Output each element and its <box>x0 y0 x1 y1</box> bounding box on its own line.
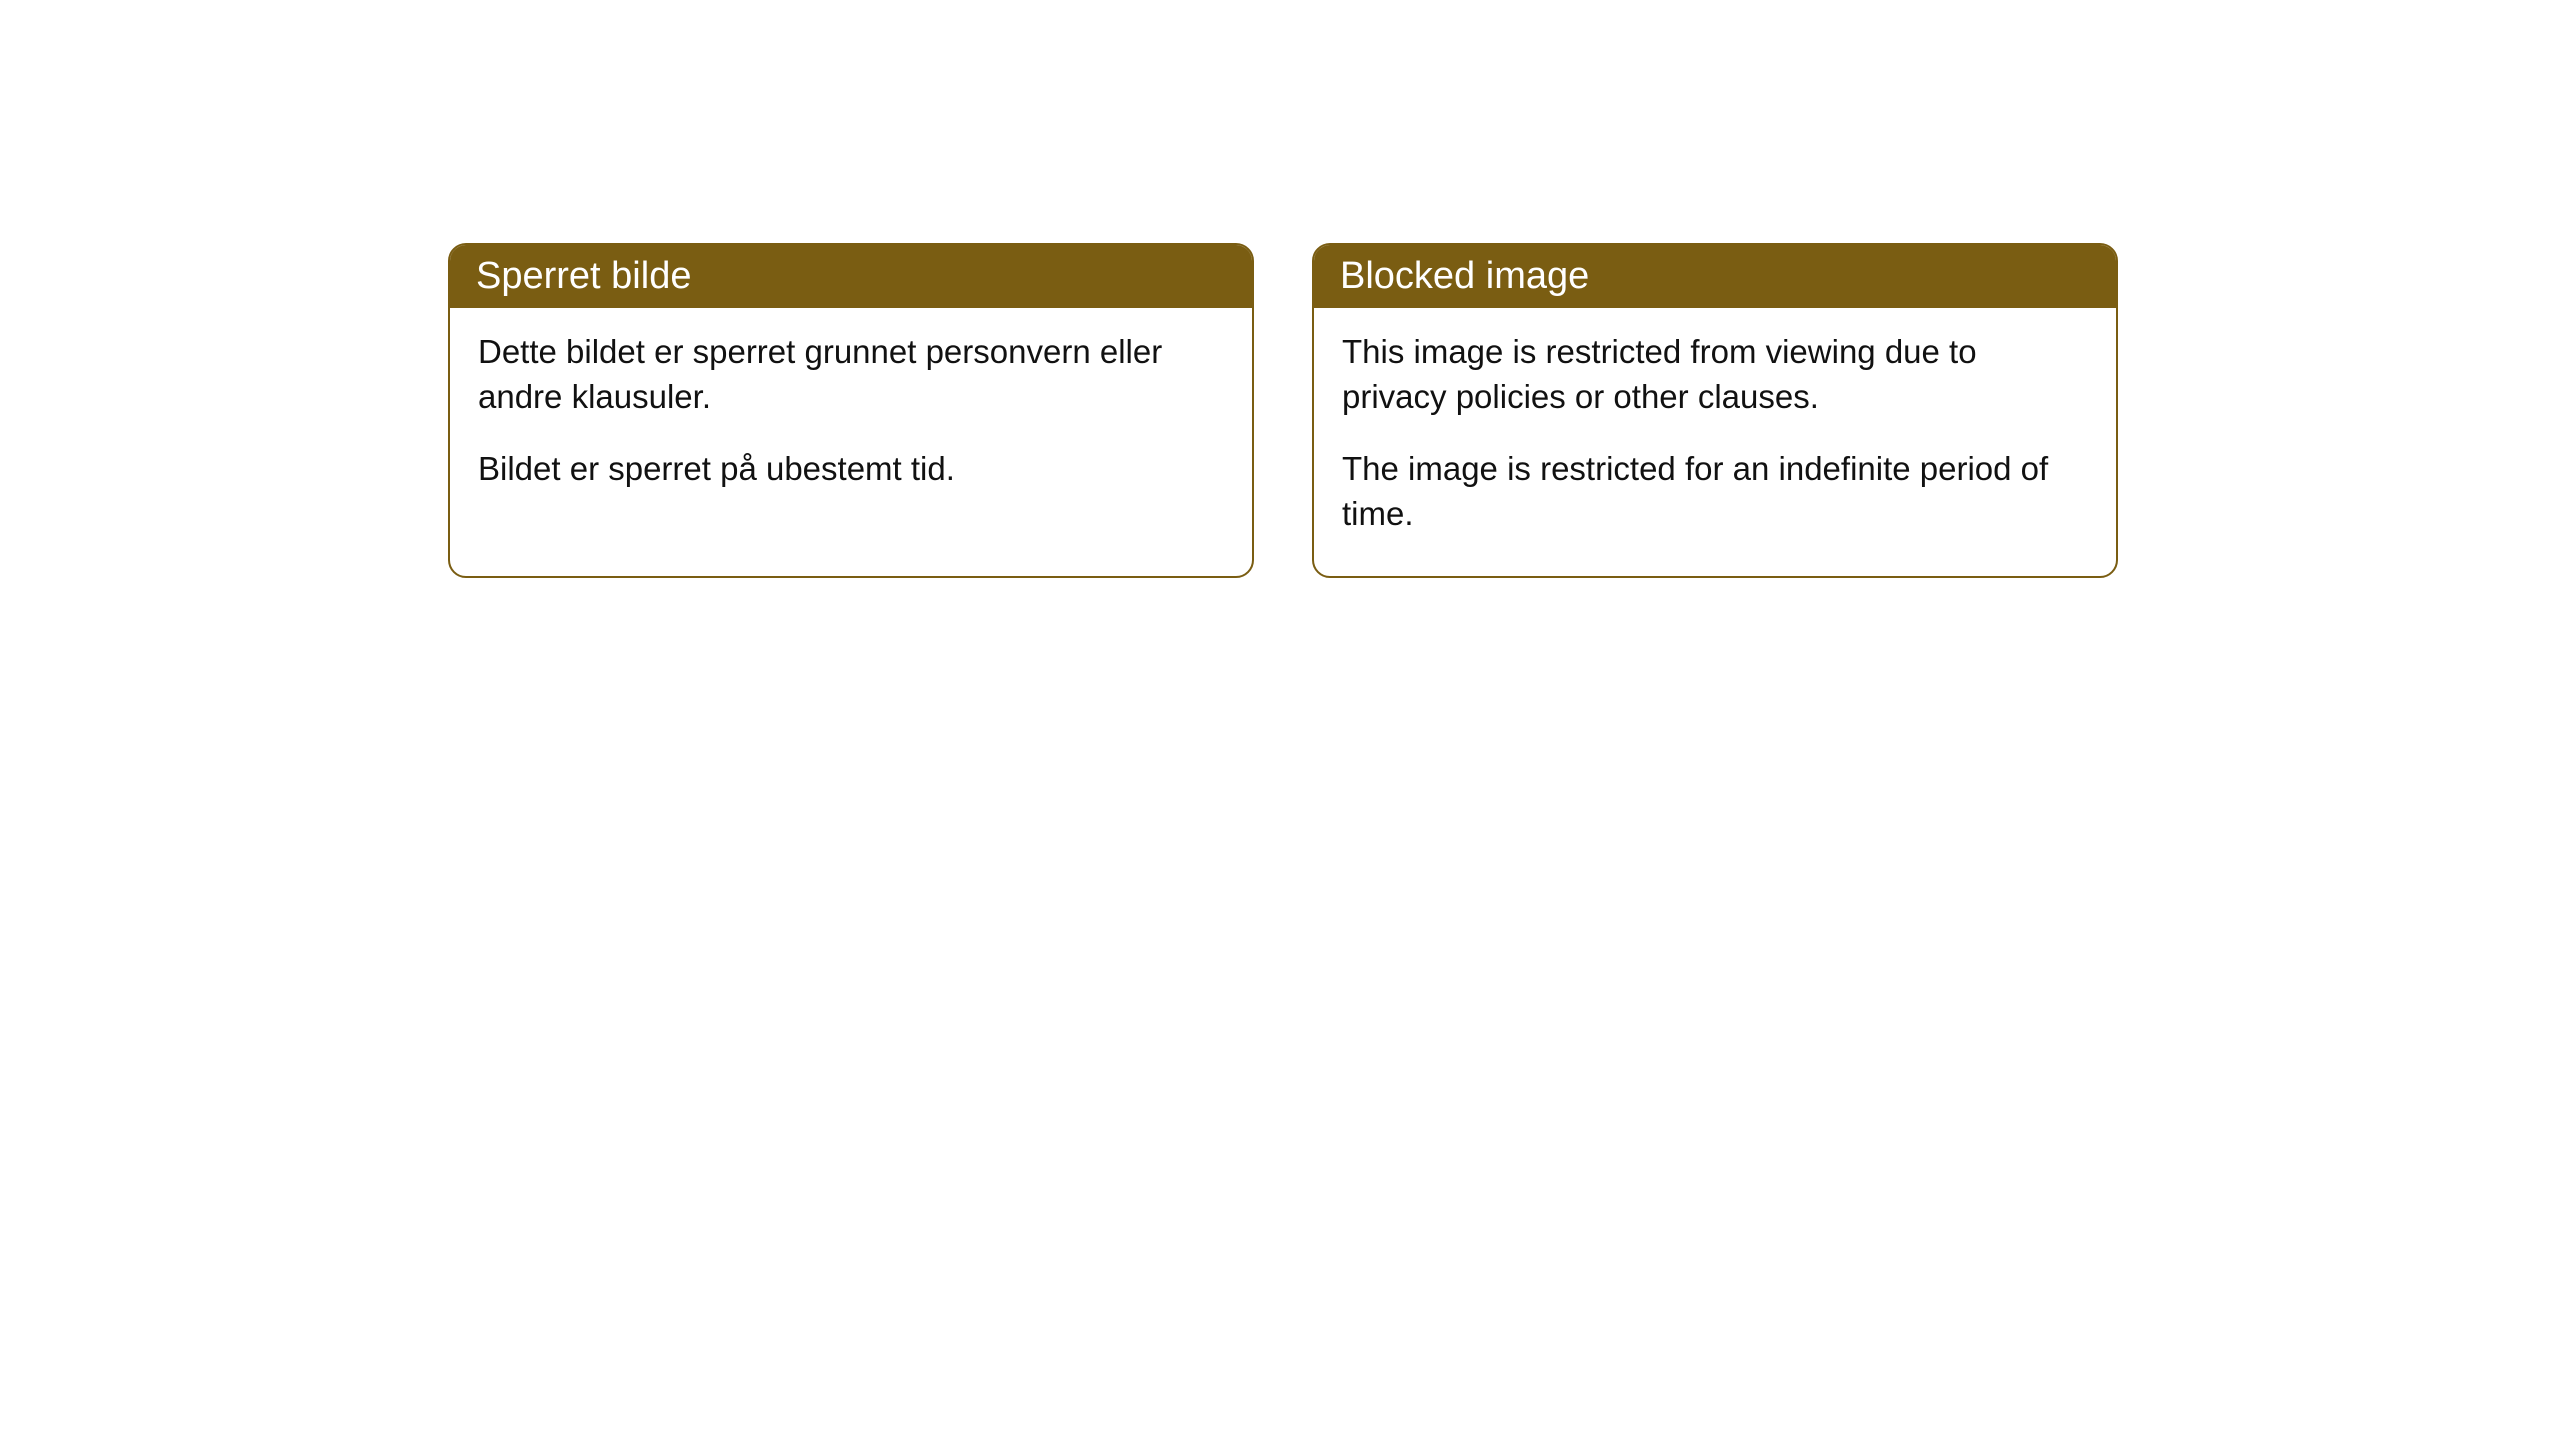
card-title: Sperret bilde <box>476 255 691 297</box>
card-norwegian: Sperret bilde Dette bildet er sperret gr… <box>448 243 1254 578</box>
card-paragraph: Dette bildet er sperret grunnet personve… <box>478 330 1224 419</box>
cards-container: Sperret bilde Dette bildet er sperret gr… <box>448 243 2118 578</box>
card-header-norwegian: Sperret bilde <box>450 245 1252 308</box>
card-english: Blocked image This image is restricted f… <box>1312 243 2118 578</box>
card-paragraph: This image is restricted from viewing du… <box>1342 330 2088 419</box>
card-body-english: This image is restricted from viewing du… <box>1314 308 2116 576</box>
card-title: Blocked image <box>1340 255 1589 297</box>
card-body-norwegian: Dette bildet er sperret grunnet personve… <box>450 308 1252 532</box>
card-paragraph: The image is restricted for an indefinit… <box>1342 447 2088 536</box>
card-header-english: Blocked image <box>1314 245 2116 308</box>
card-paragraph: Bildet er sperret på ubestemt tid. <box>478 447 1224 492</box>
